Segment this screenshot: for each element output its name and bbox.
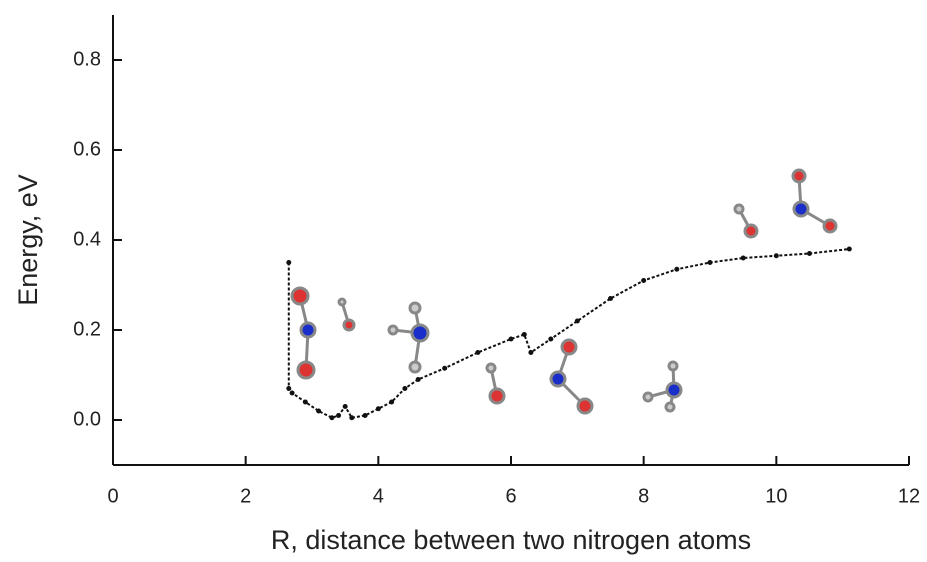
- data-line: [287, 248, 850, 419]
- data-point: [548, 336, 554, 342]
- data-point: [528, 350, 534, 355]
- data-point: [302, 399, 308, 405]
- y-tick-label: 0.0: [73, 408, 101, 430]
- data-point: [521, 332, 527, 337]
- data-point: [349, 415, 355, 421]
- data-point: [362, 413, 368, 418]
- x-tick-label: 4: [373, 485, 384, 507]
- data-point: [375, 406, 381, 412]
- x-tick-label: 6: [505, 485, 516, 507]
- data-point: [402, 386, 408, 391]
- data-point: [641, 278, 647, 283]
- data-point: [508, 336, 514, 342]
- data-point: [342, 404, 348, 409]
- data-point: [329, 415, 335, 421]
- data-point: [740, 255, 746, 261]
- data-point: [289, 390, 295, 396]
- data-point: [846, 246, 852, 252]
- data-point: [415, 377, 421, 382]
- x-axis-title: R, distance between two nitrogen atoms: [271, 525, 751, 555]
- x-tick-label: 12: [898, 485, 920, 507]
- y-tick-label: 0.2: [73, 318, 101, 340]
- y-axis-title: Energy, eV: [13, 174, 43, 306]
- x-tick-label: 2: [240, 485, 251, 507]
- data-point: [336, 413, 342, 418]
- molecules: [290, 168, 838, 415]
- data-point: [286, 260, 292, 265]
- x-tick-label: 0: [107, 485, 118, 507]
- x-tick-label: 10: [765, 485, 787, 507]
- data-point: [773, 253, 779, 259]
- data-point: [316, 408, 322, 414]
- data-point: [608, 296, 613, 301]
- data-point: [707, 260, 713, 265]
- data-point: [442, 365, 448, 371]
- data-point: [389, 399, 395, 405]
- data-point: [574, 318, 580, 324]
- data-point: [674, 266, 680, 272]
- data-point: [807, 251, 812, 256]
- x-tick-label: 8: [638, 485, 649, 507]
- y-tick-label: 0.8: [73, 48, 101, 70]
- y-tick-label: 0.6: [73, 138, 101, 160]
- data-point: [286, 386, 292, 391]
- y-tick-label: 0.4: [73, 228, 101, 250]
- data-point: [475, 350, 481, 355]
